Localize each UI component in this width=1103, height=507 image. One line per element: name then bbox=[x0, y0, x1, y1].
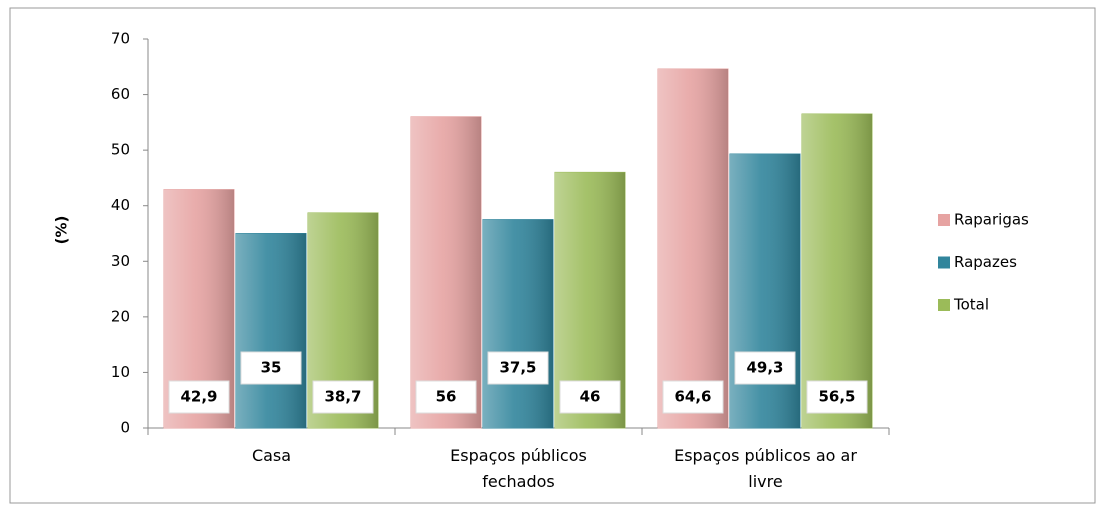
y-tick-label: 70 bbox=[111, 30, 130, 48]
x-tick-label: Espaços públicos ao ar livre bbox=[674, 446, 857, 491]
value-label-box bbox=[662, 380, 724, 414]
x-tick-label: Espaços públicos fechados bbox=[450, 446, 587, 491]
bar-shine bbox=[658, 69, 728, 428]
value-label-box bbox=[806, 380, 868, 414]
value-label: 42,9 bbox=[180, 388, 217, 406]
y-tick-label: 0 bbox=[120, 419, 130, 437]
y-tick-label: 40 bbox=[111, 196, 130, 214]
bar-shine bbox=[730, 154, 800, 429]
bar-shine bbox=[802, 114, 872, 429]
value-label-box bbox=[734, 351, 796, 385]
value-label-box bbox=[168, 380, 230, 414]
value-label: 38,7 bbox=[324, 388, 361, 406]
legend-swatch bbox=[938, 214, 950, 226]
value-label: 49,3 bbox=[746, 359, 783, 377]
value-label-box bbox=[559, 380, 621, 414]
y-axis-label: (%) bbox=[53, 216, 71, 245]
x-tick-label: Casa bbox=[251, 446, 292, 465]
y-tick-label: 50 bbox=[111, 141, 130, 159]
y-tick-label: 10 bbox=[111, 363, 130, 381]
value-label: 37,5 bbox=[499, 359, 536, 377]
value-label: 64,6 bbox=[674, 388, 711, 406]
y-tick-label: 30 bbox=[111, 252, 130, 270]
value-label: 56 bbox=[436, 388, 457, 406]
legend-label: Rapazes bbox=[954, 253, 1017, 271]
y-tick-label: 20 bbox=[111, 307, 130, 325]
value-label: 56,5 bbox=[818, 388, 855, 406]
value-label: 46 bbox=[580, 388, 601, 406]
frame bbox=[9, 7, 1096, 504]
legend-swatch bbox=[938, 299, 950, 311]
bar-shine bbox=[411, 116, 481, 429]
y-tick-label: 60 bbox=[111, 85, 130, 103]
value-label-box bbox=[240, 351, 302, 385]
value-label-box bbox=[312, 380, 374, 414]
legend-swatch bbox=[938, 256, 950, 269]
value-label-box bbox=[487, 351, 549, 385]
value-label: 35 bbox=[261, 359, 282, 377]
bar-shine bbox=[236, 233, 306, 428]
legend-label: Total bbox=[953, 296, 989, 314]
legend-label: Raparigas bbox=[954, 211, 1029, 229]
bar-shine bbox=[483, 219, 553, 428]
value-label-box bbox=[415, 380, 477, 414]
